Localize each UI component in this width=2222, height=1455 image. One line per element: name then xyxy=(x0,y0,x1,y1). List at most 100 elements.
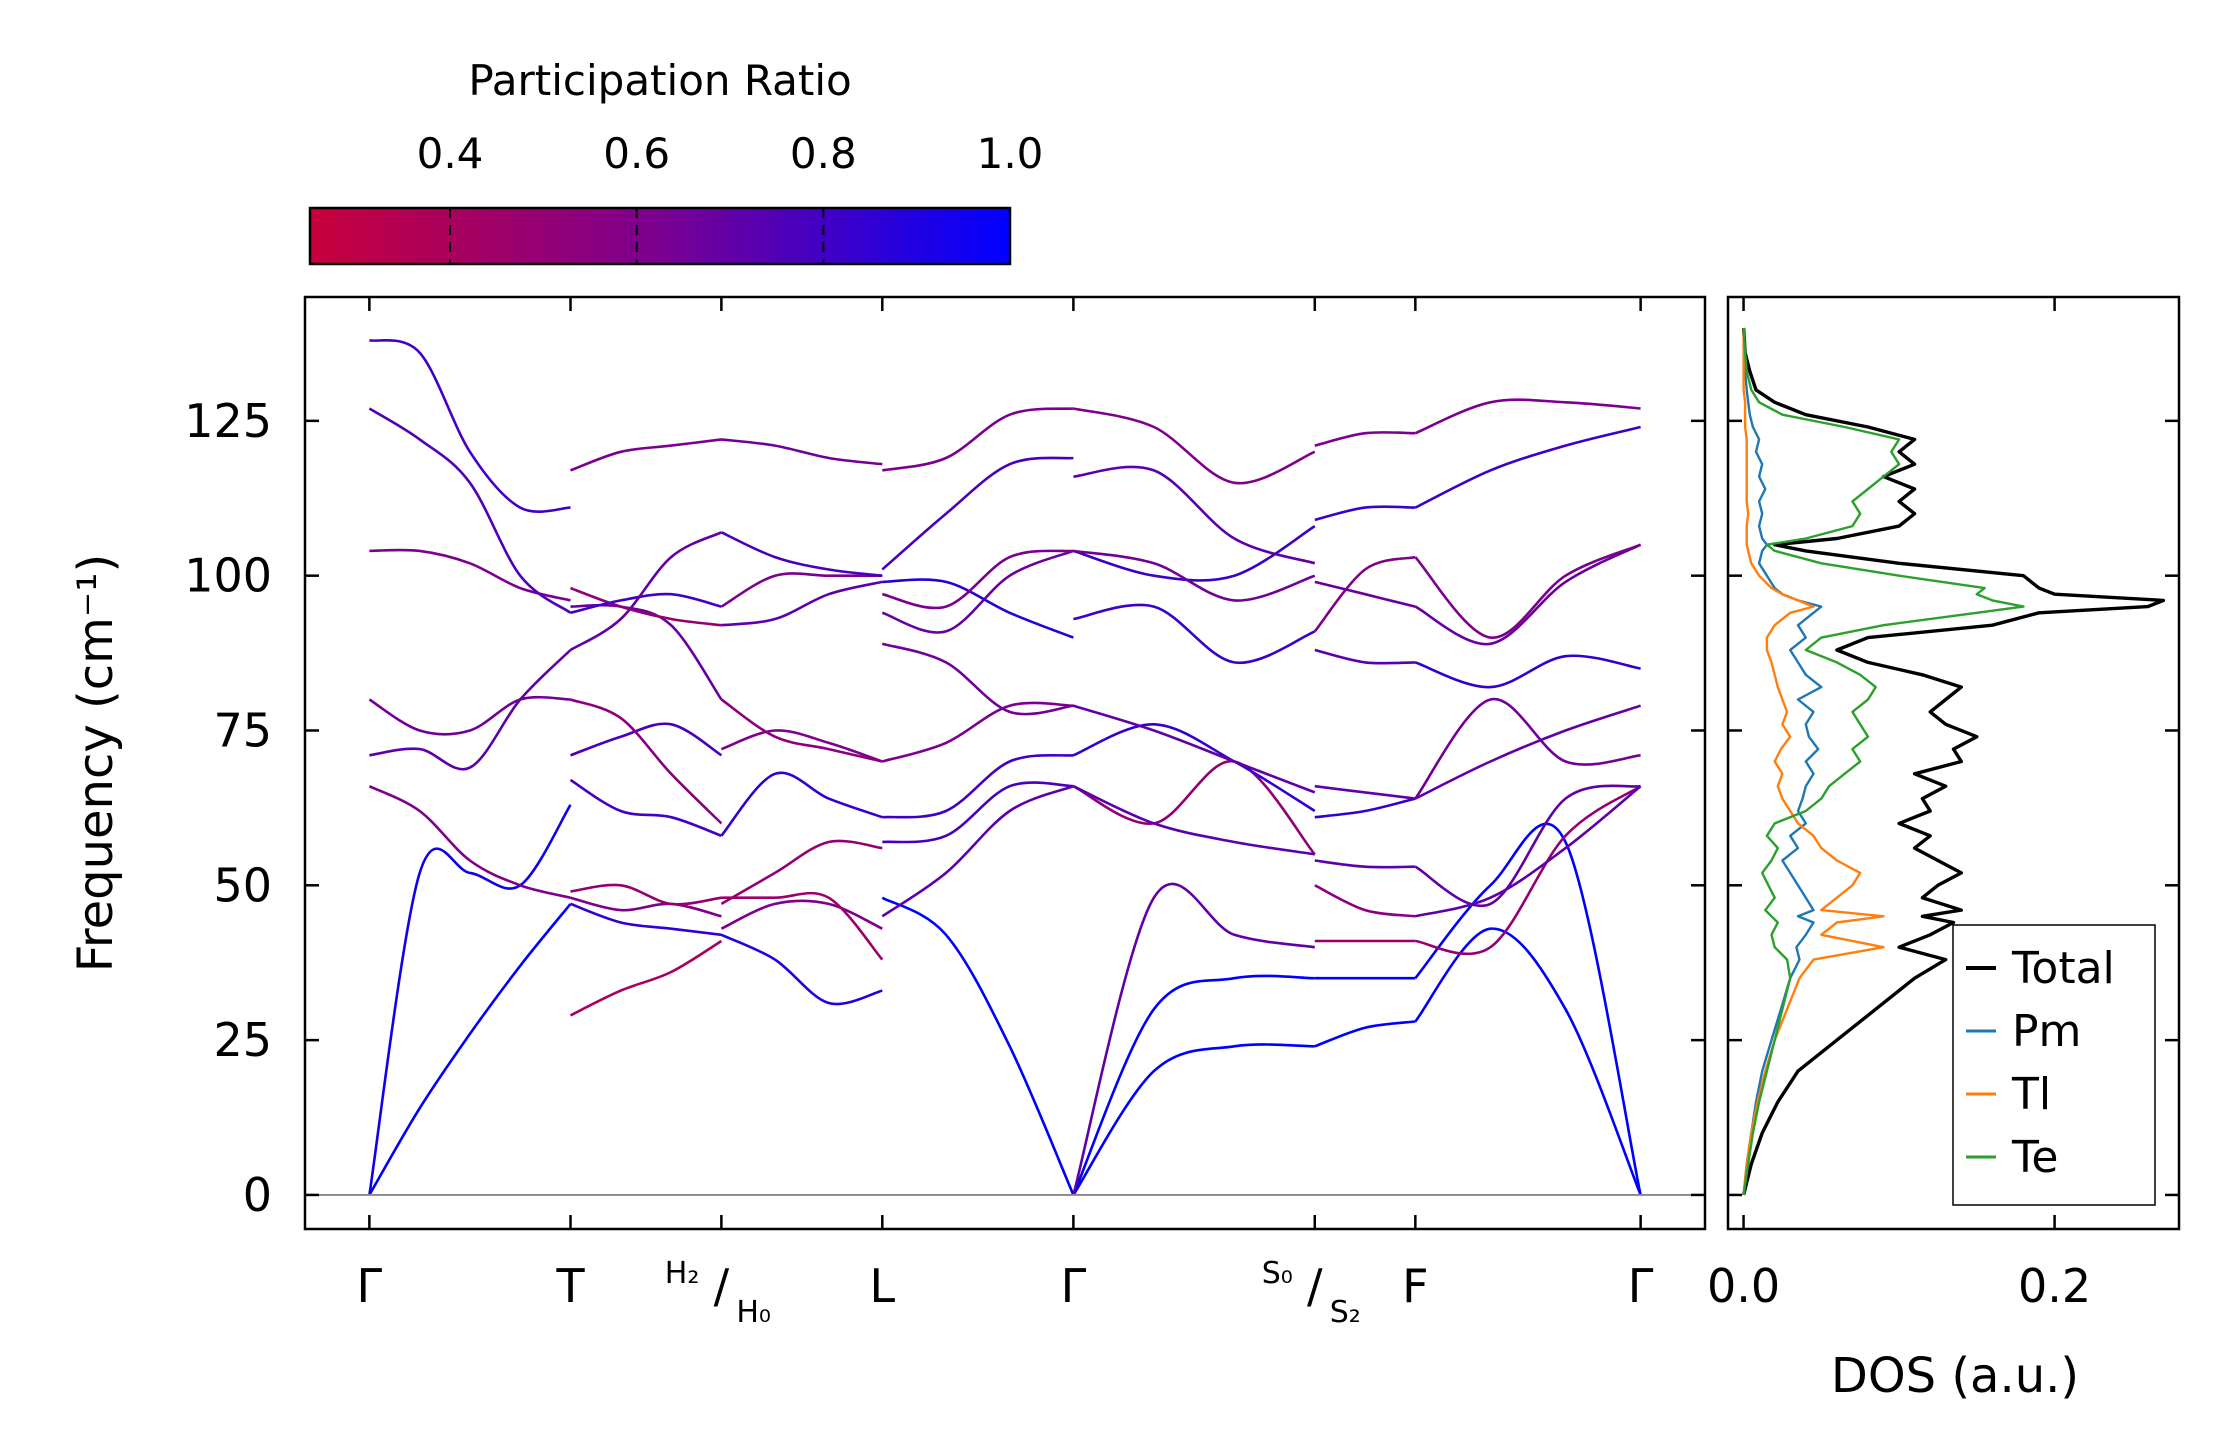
phonon-band xyxy=(1414,698,1641,800)
phonon-band xyxy=(1414,543,1642,639)
y-tick-label: 50 xyxy=(213,858,272,912)
phonon-band xyxy=(1314,431,1416,447)
dos-line xyxy=(1742,327,1823,1196)
phonon-band xyxy=(720,572,883,608)
y-tick-label: 100 xyxy=(184,549,272,603)
phonon-band xyxy=(1414,927,1642,1196)
phonon-band xyxy=(1414,704,1642,800)
legend-label: Te xyxy=(2011,1132,2058,1183)
x-tick-label: L xyxy=(869,1259,895,1313)
dos-x-tick-label: 0.2 xyxy=(2018,1259,2091,1313)
band-axes-frame xyxy=(303,295,1707,1231)
phonon-band xyxy=(570,603,723,701)
phonon-band xyxy=(570,586,722,627)
dos-line xyxy=(1741,327,2166,1196)
phonon-band xyxy=(1414,398,1641,435)
dos-lines xyxy=(1741,327,2166,1196)
colorbar-tick-label: 1.0 xyxy=(977,129,1044,178)
phonon-band xyxy=(1314,1020,1416,1048)
phonon-band xyxy=(720,839,883,906)
phonon-band xyxy=(720,771,883,837)
phonon-band xyxy=(881,549,1074,634)
phonon-band xyxy=(369,649,572,771)
x-tick-label-slash: / xyxy=(1307,1259,1323,1313)
dos-axes-frame xyxy=(1726,295,2181,1231)
phonon-band xyxy=(1314,859,1416,869)
phonon-band xyxy=(720,933,883,1006)
legend-label: Total xyxy=(2011,943,2115,994)
band-lines xyxy=(368,338,1642,1196)
phonon-band xyxy=(1072,722,1316,813)
x-tick-label-top: H₂ xyxy=(665,1256,700,1291)
phonon-band xyxy=(882,781,1074,844)
phonon-band xyxy=(882,578,1074,639)
phonon-band xyxy=(368,804,572,1196)
dos-line xyxy=(1742,327,2025,1196)
phonon-band xyxy=(1314,580,1416,608)
phonon-band xyxy=(570,902,722,937)
phonon-band xyxy=(1314,784,1416,800)
phonon-band xyxy=(1073,465,1316,565)
phonon-band xyxy=(368,407,572,614)
phonon-band xyxy=(720,729,883,763)
phonon-band xyxy=(368,903,572,1196)
phonon-band xyxy=(721,891,884,961)
x-tick-label-bottom: H₀ xyxy=(736,1295,771,1330)
dos-x-tick-label: 0.0 xyxy=(1707,1259,1780,1313)
phonon-band xyxy=(720,899,883,930)
phonon-band xyxy=(1073,407,1316,485)
phonon-band xyxy=(368,695,571,736)
band-x-ticks: Γ T H₂ / H₀ L Γ S₀ / S₂ F Γ xyxy=(357,297,1654,1330)
y-axis-title: Frequency (cm⁻¹) xyxy=(68,554,124,972)
phonon-band xyxy=(570,722,723,757)
phonon-band xyxy=(1073,524,1316,582)
colorbar-title: Participation Ratio xyxy=(468,56,851,105)
phonon-band xyxy=(1073,704,1316,794)
phonon-band xyxy=(881,896,1075,1196)
colorbar-tick-label: 0.6 xyxy=(603,129,670,178)
colorbar-ticks: 0.4 0.6 0.8 1.0 xyxy=(417,129,1044,264)
phonon-band xyxy=(881,549,1074,610)
phonon-band xyxy=(368,785,571,899)
phonon-band xyxy=(569,778,722,838)
phonon-band xyxy=(1415,785,1642,956)
phonon-band xyxy=(1072,785,1315,856)
colorbar-tick-label: 0.4 xyxy=(417,129,484,178)
phonon-band xyxy=(1072,974,1315,1196)
phonon-band xyxy=(1072,1043,1315,1196)
phonon-band xyxy=(369,338,571,513)
phonon-band xyxy=(1072,882,1315,1196)
phonon-band xyxy=(881,642,1074,716)
colorbar-tick-label: 0.8 xyxy=(790,129,857,178)
phonon-band xyxy=(1073,549,1316,602)
y-tick-label: 25 xyxy=(213,1013,272,1067)
phonon-band xyxy=(569,939,723,1017)
phonon-band xyxy=(881,456,1074,571)
phonon-band xyxy=(569,531,722,652)
colorbar: Participation Ratio 0.4 0.6 0.8 1.0 xyxy=(308,56,1044,266)
phonon-band xyxy=(570,883,722,906)
phonon-band xyxy=(1414,654,1641,689)
y-tick-label: 125 xyxy=(184,394,272,448)
phonon-band xyxy=(1414,784,1641,908)
dos-panel: 0.0 0.2 DOS (a.u.) Total Pm Tl Te xyxy=(1707,295,2181,1404)
dos-line xyxy=(1742,328,1885,1196)
x-tick-label-slash: / xyxy=(714,1259,730,1313)
phonon-band xyxy=(369,548,571,602)
phonon-band xyxy=(1314,505,1416,522)
phonon-band xyxy=(1414,425,1641,509)
phonon-band xyxy=(1314,797,1416,819)
x-tick-label: Γ xyxy=(1061,1259,1087,1313)
dos-x-axis-title: DOS (a.u.) xyxy=(1831,1348,2079,1404)
phonon-band xyxy=(881,784,1074,918)
colorbar-gradient xyxy=(308,206,1012,266)
phonon-band xyxy=(570,896,722,918)
x-tick-label: Γ xyxy=(1628,1259,1654,1313)
phonon-band xyxy=(881,701,1074,763)
phonon-band xyxy=(882,407,1074,472)
phonon-band xyxy=(1414,785,1642,918)
phonon-band xyxy=(1414,822,1642,1196)
phonon-band xyxy=(1073,603,1316,664)
